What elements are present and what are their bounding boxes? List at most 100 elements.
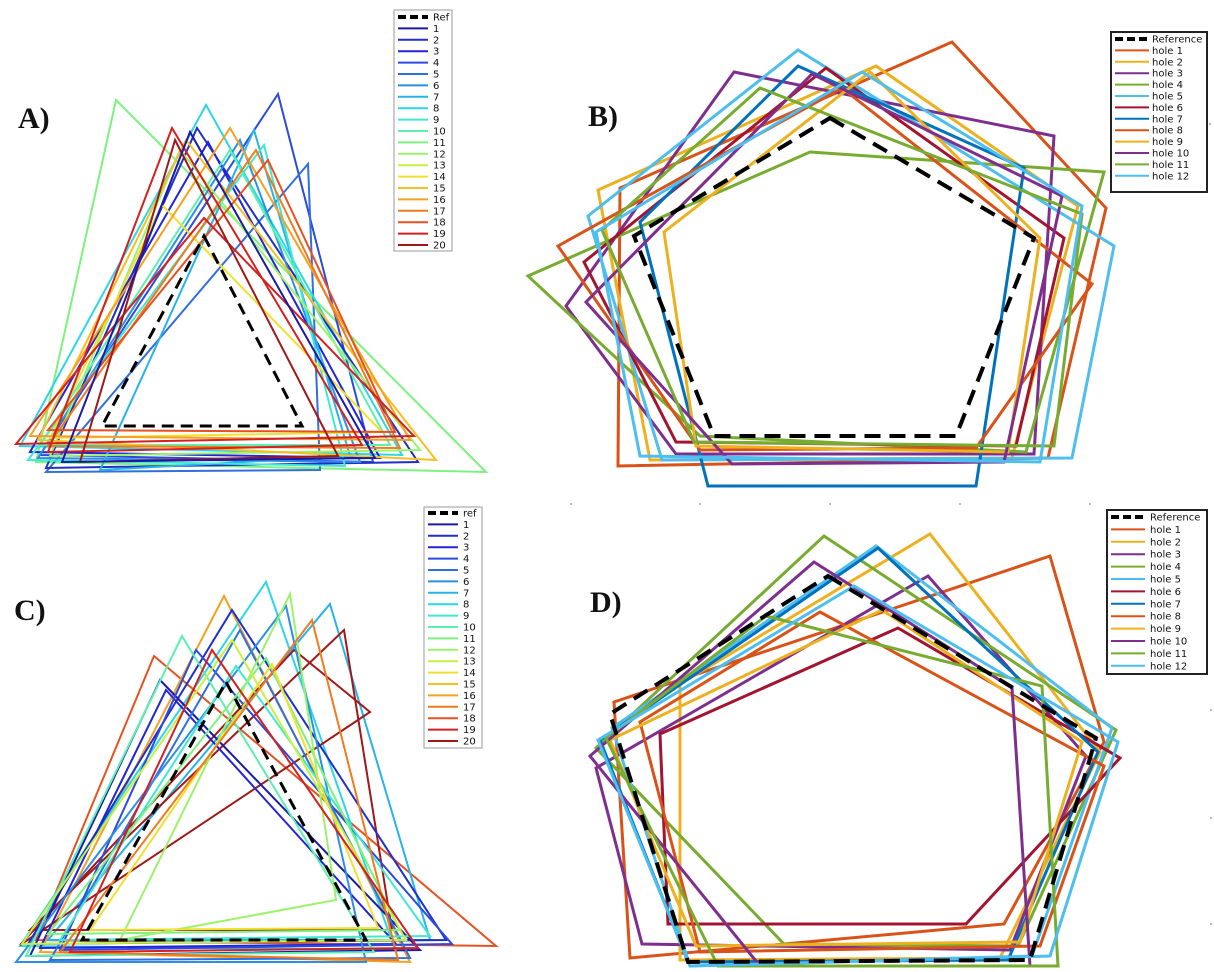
- legend-label: 17: [463, 702, 476, 713]
- panel-c-label: C): [14, 594, 46, 627]
- legend-label: 18: [463, 714, 476, 725]
- legend-label: 16: [463, 691, 476, 702]
- legend-label: Reference: [1152, 35, 1202, 46]
- panel-b-pentagon-10: [583, 72, 1064, 466]
- legend-label: hole 3: [1152, 69, 1183, 80]
- legend-label: hole 9: [1150, 624, 1181, 635]
- legend-label: 11: [463, 634, 476, 645]
- panel-a-triangle-17: [45, 158, 397, 434]
- legend-label: 7: [463, 588, 469, 599]
- legend-label: 11: [433, 138, 446, 149]
- legend-label: hole 11: [1150, 649, 1187, 660]
- panel-b-ticks: [570, 123, 1211, 505]
- panel-c-triangle-16: [58, 617, 400, 962]
- legend-label: Ref: [433, 13, 450, 24]
- panel-c-triangle-11: [45, 656, 402, 936]
- legend-label: ref: [463, 509, 477, 520]
- legend-label: 3: [463, 543, 469, 554]
- legend-label: hole 6: [1152, 103, 1183, 114]
- legend-label: 14: [433, 172, 446, 183]
- legend-label: 19: [433, 229, 446, 240]
- legend-label: 10: [433, 127, 446, 138]
- panel-b-label: B): [588, 100, 618, 133]
- panel-b-pentagon-12: [594, 70, 1084, 464]
- panel-a-triangle-19: [46, 125, 364, 454]
- panel-c-shapes: [13, 579, 499, 964]
- legend-label: hole 4: [1150, 562, 1181, 573]
- legend-label: 1: [433, 24, 439, 35]
- legend-label: 13: [463, 657, 476, 668]
- panel-a-triangle-15: [28, 126, 412, 442]
- legend-label: hole 1: [1150, 525, 1181, 536]
- legend-label: hole 4: [1152, 80, 1183, 91]
- legend-label: hole 8: [1152, 126, 1183, 137]
- legend-label: hole 2: [1150, 537, 1181, 548]
- panel-b-reference: [631, 115, 1037, 438]
- panel-d-pentagon-12: [596, 584, 1120, 968]
- panel-d-pentagon-10: [587, 560, 1032, 968]
- legend-label: hole 5: [1152, 92, 1183, 103]
- panel-b-shapes: [525, 40, 1116, 488]
- panel-d-ticks: [1210, 709, 1212, 925]
- legend-label: 2: [433, 35, 439, 46]
- legend-label: 16: [433, 195, 446, 206]
- legend-label: hole 8: [1150, 612, 1181, 623]
- legend-label: hole 6: [1150, 587, 1181, 598]
- legend-label: 4: [433, 58, 439, 69]
- panel-c-triangle-9: [58, 664, 432, 942]
- legend-label: 9: [463, 611, 469, 622]
- legend-label: 12: [463, 645, 476, 656]
- panel-d-pentagon-9: [608, 608, 1084, 948]
- legend-label: 1: [463, 520, 469, 531]
- legend-label: hole 10: [1150, 637, 1187, 648]
- legend-label: hole 2: [1152, 57, 1183, 68]
- legend-label: 10: [463, 623, 476, 634]
- legend-label: 7: [433, 92, 439, 103]
- legend-label: 14: [463, 668, 476, 679]
- legend-label: 5: [433, 70, 439, 81]
- panel-b-pentagon-7: [638, 64, 1026, 488]
- panel-d-pentagon-3: [594, 574, 1088, 952]
- panel-c-triangle-3: [38, 688, 399, 950]
- panel-a-triangle-13: [48, 203, 385, 440]
- legend-label: hole 12: [1150, 661, 1187, 672]
- panel-d-pentagon-8: [638, 610, 1106, 954]
- panel-a-triangle-14: [36, 138, 439, 462]
- legend-label: hole 9: [1152, 137, 1183, 148]
- panel-a-reference: [99, 232, 305, 428]
- legend-label: 4: [463, 554, 469, 565]
- panel-a-shapes: [13, 91, 489, 474]
- legend-label: 3: [433, 47, 439, 58]
- panel-b-pentagon-1: [616, 40, 1108, 468]
- panel-a-triangle-20: [78, 137, 340, 464]
- panel-c-triangle-14: [88, 661, 380, 932]
- legend-label: 13: [433, 161, 446, 172]
- panel-c-triangle-6: [13, 603, 368, 963]
- panel-a-triangle-16: [46, 148, 402, 450]
- legend-label: hole 1: [1152, 46, 1183, 57]
- legend-label: 17: [433, 206, 446, 217]
- legend-label: 12: [433, 149, 446, 160]
- legend-label: 6: [463, 577, 469, 588]
- legend-label: 5: [463, 566, 469, 577]
- legend-label: 6: [433, 81, 439, 92]
- legend-label: hole 10: [1152, 149, 1189, 160]
- panel-a-triangle-1: [60, 129, 377, 464]
- panel-d-pentagon-7: [598, 546, 1100, 964]
- legend-label: 2: [463, 531, 469, 542]
- panel-c-triangle-10: [24, 633, 376, 958]
- panel-a-triangle-18: [13, 216, 417, 446]
- panel-c-reference: [79, 678, 369, 942]
- legend-label: Reference: [1150, 513, 1200, 524]
- panel-d-shapes: [587, 532, 1123, 968]
- legend-label: 15: [433, 184, 446, 195]
- legend-label: hole 5: [1150, 575, 1181, 586]
